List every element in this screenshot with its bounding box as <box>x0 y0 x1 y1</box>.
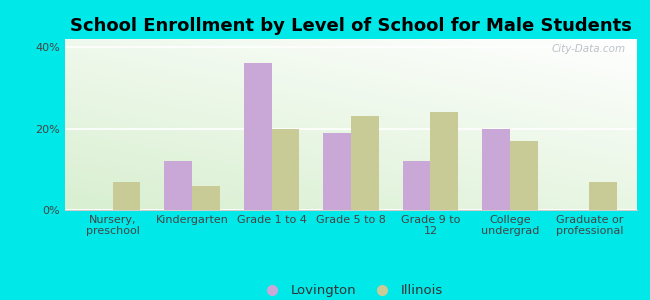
Bar <box>112 182 140 210</box>
Bar <box>430 112 458 210</box>
Bar <box>402 161 430 210</box>
Bar <box>351 116 379 210</box>
Bar <box>272 129 300 210</box>
Title: School Enrollment by Level of School for Male Students: School Enrollment by Level of School for… <box>70 17 632 35</box>
Bar <box>510 141 538 210</box>
Bar <box>590 182 617 210</box>
Bar <box>482 129 510 210</box>
Legend: Lovington, Illinois: Lovington, Illinois <box>254 279 448 300</box>
Bar <box>244 63 272 210</box>
Bar <box>164 161 192 210</box>
Text: City-Data.com: City-Data.com <box>551 44 625 54</box>
Bar <box>323 133 351 210</box>
Bar <box>192 186 220 210</box>
